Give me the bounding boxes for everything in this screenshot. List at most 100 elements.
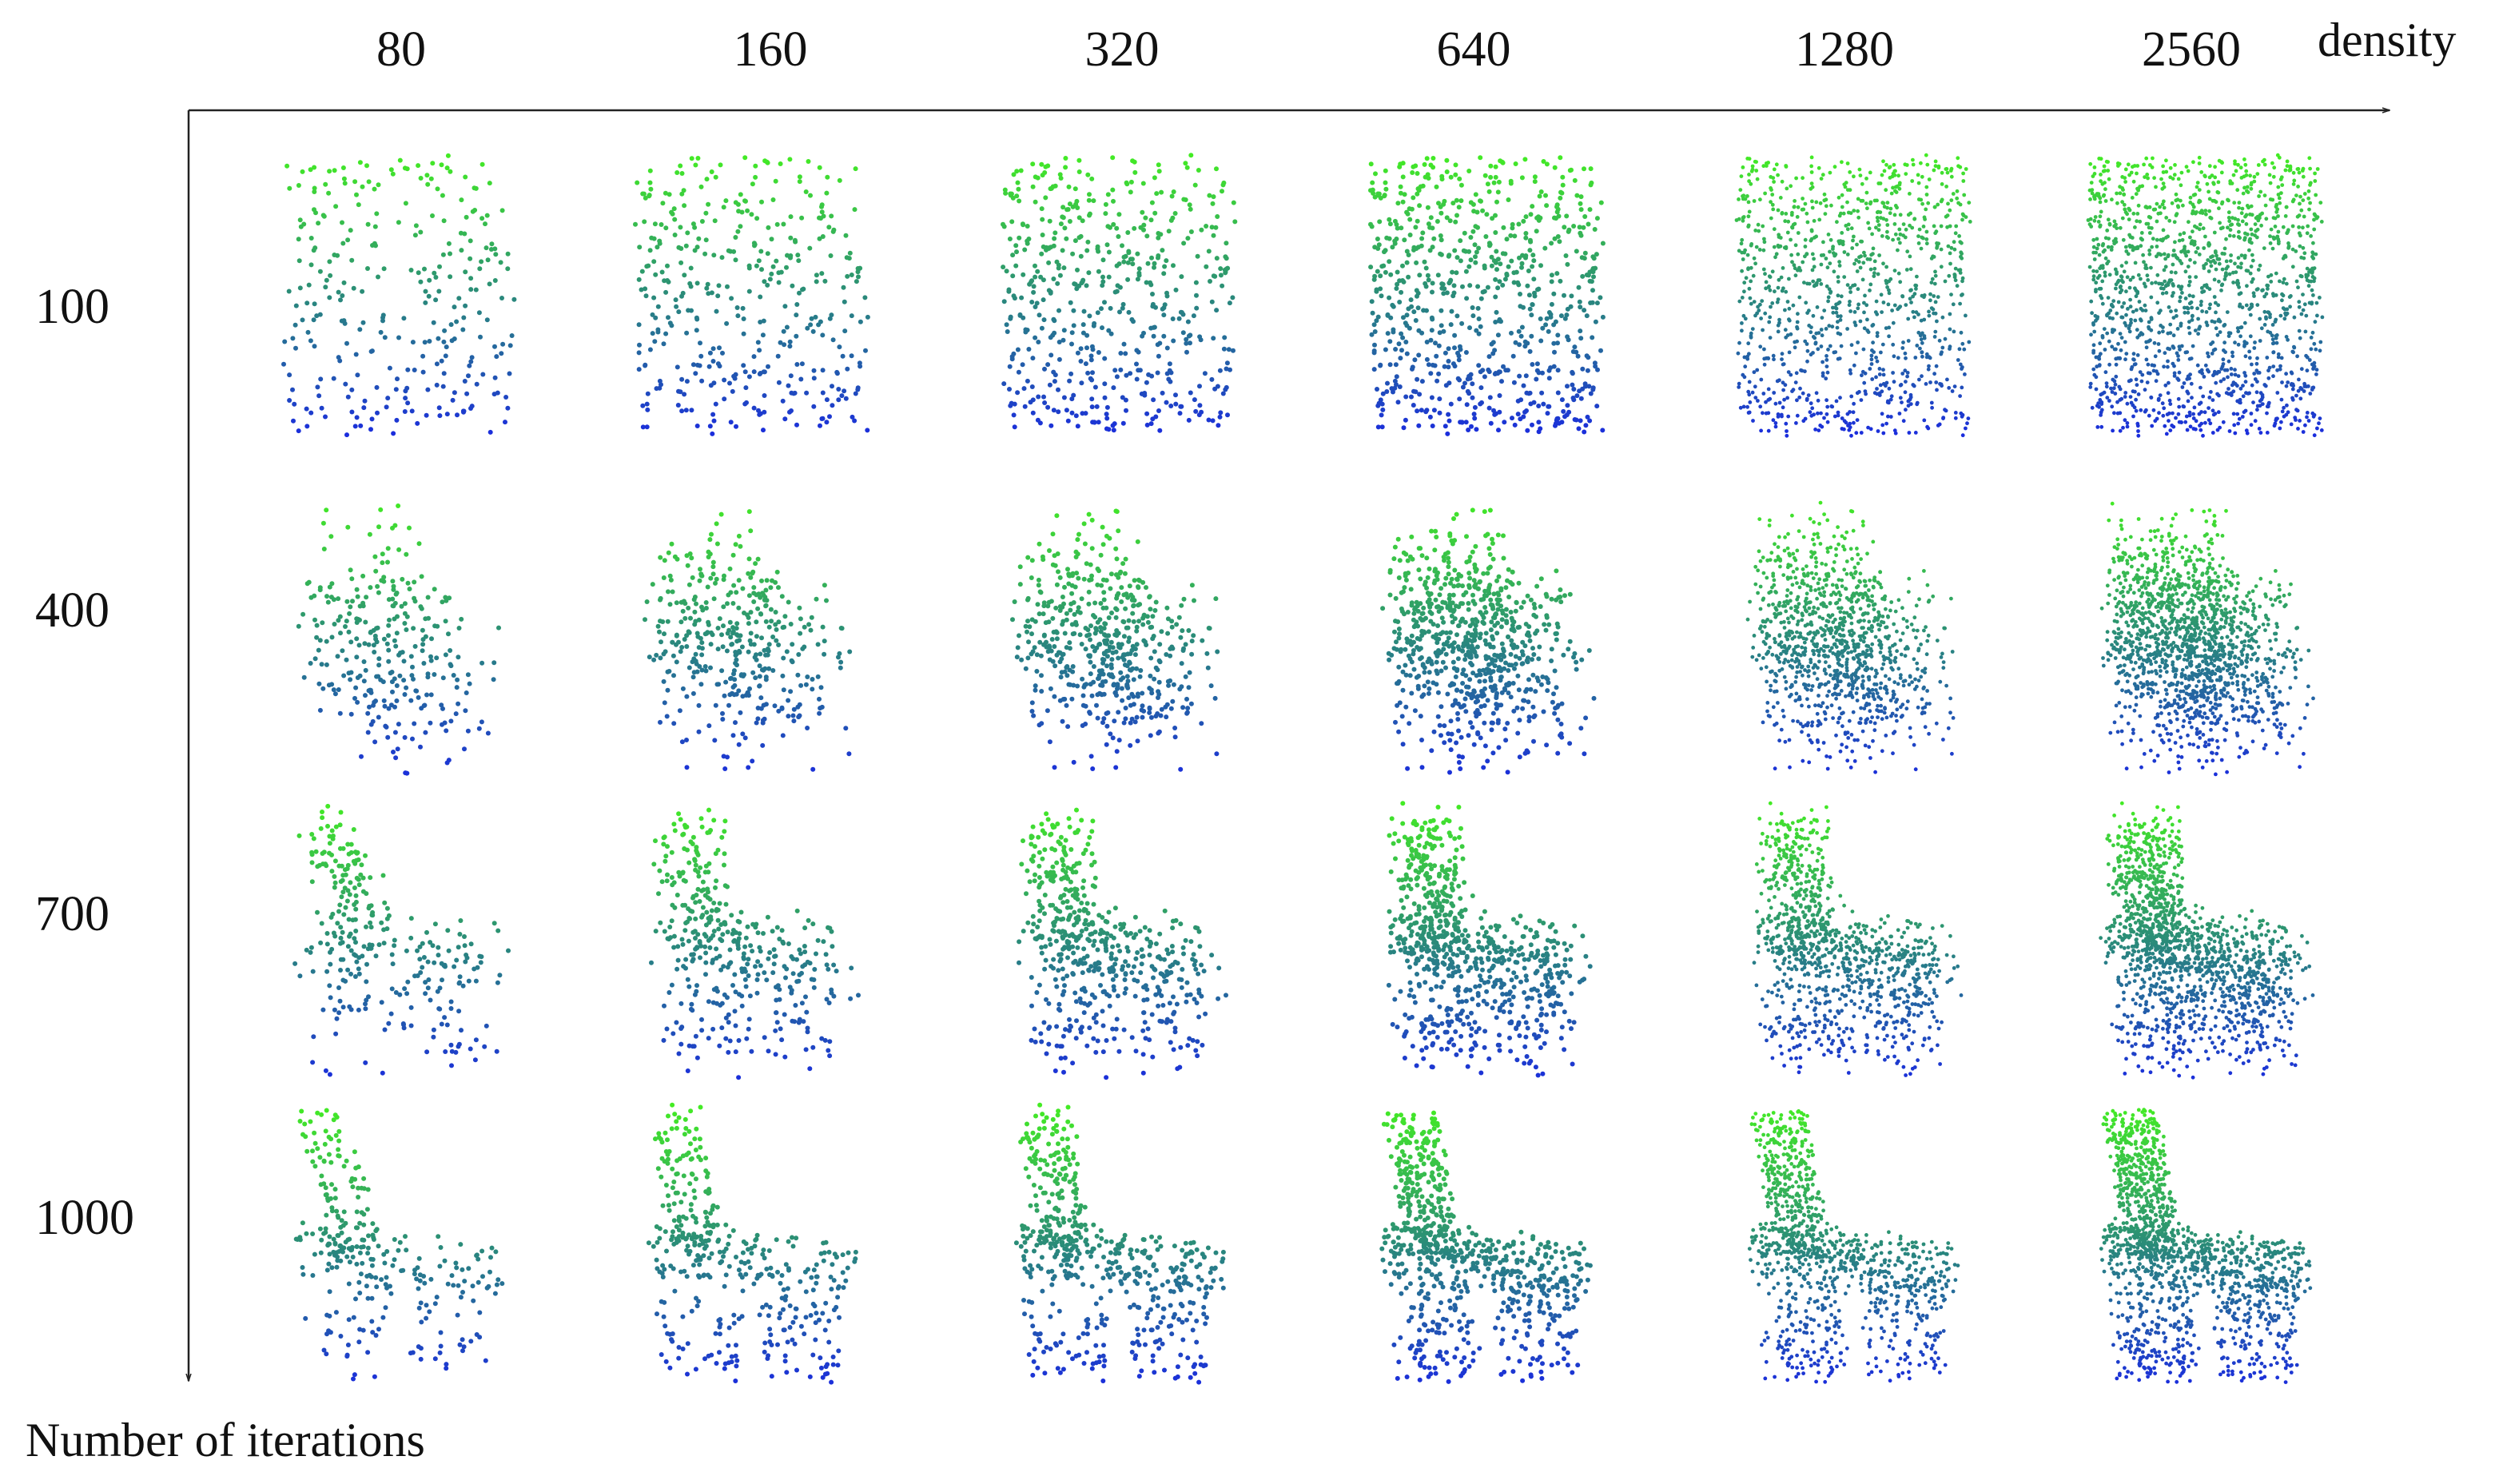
- point: [352, 936, 357, 941]
- point: [454, 1265, 460, 1271]
- point: [1183, 1275, 1188, 1280]
- point: [815, 642, 821, 647]
- point: [1073, 1036, 1079, 1041]
- point: [1176, 316, 1182, 321]
- point: [695, 932, 701, 937]
- point: [388, 702, 394, 708]
- point: [1172, 1243, 1177, 1249]
- point: [468, 287, 474, 292]
- point: [1148, 1254, 1153, 1259]
- point: [323, 1230, 328, 1235]
- point: [341, 1209, 347, 1215]
- point: [1160, 1315, 1166, 1320]
- point: [323, 1068, 328, 1073]
- point: [784, 966, 790, 972]
- point: [736, 1316, 742, 1322]
- point: [797, 972, 802, 977]
- point: [690, 1263, 696, 1268]
- point: [767, 277, 773, 282]
- point: [1042, 911, 1047, 917]
- point: [846, 751, 852, 757]
- point: [1128, 1304, 1133, 1310]
- point: [373, 1275, 379, 1280]
- point: [415, 420, 420, 426]
- point: [427, 1309, 432, 1315]
- point: [715, 847, 721, 853]
- point: [749, 1048, 754, 1054]
- point: [698, 943, 703, 949]
- point: [1056, 968, 1061, 973]
- point: [383, 1282, 388, 1287]
- point: [1045, 362, 1051, 368]
- point: [1189, 583, 1195, 588]
- point: [1050, 1276, 1056, 1282]
- point: [1026, 639, 1031, 645]
- point: [336, 1215, 341, 1220]
- point: [1076, 1209, 1082, 1215]
- point: [760, 1251, 766, 1257]
- point: [1549, 241, 1554, 246]
- point: [491, 921, 497, 926]
- point: [849, 353, 854, 359]
- point: [456, 1009, 462, 1014]
- point: [658, 920, 663, 925]
- point: [390, 603, 396, 609]
- point: [769, 237, 774, 242]
- point: [1213, 225, 1219, 230]
- point: [458, 918, 464, 923]
- point: [1033, 1039, 1038, 1044]
- point: [769, 1374, 774, 1379]
- point: [680, 869, 686, 875]
- point: [693, 371, 698, 376]
- point: [765, 251, 770, 257]
- point: [1048, 1245, 1053, 1251]
- point: [1150, 1297, 1156, 1303]
- point: [713, 580, 718, 586]
- point: [692, 1136, 698, 1142]
- point: [730, 601, 736, 606]
- point: [1126, 639, 1132, 644]
- point: [332, 1196, 338, 1201]
- point: [1089, 931, 1095, 937]
- point: [633, 221, 638, 227]
- point: [788, 622, 794, 627]
- point: [1095, 566, 1100, 571]
- point: [1109, 611, 1114, 615]
- point: [1137, 1271, 1143, 1277]
- point: [305, 329, 311, 335]
- point: [1088, 353, 1094, 359]
- point: [1209, 225, 1215, 230]
- point: [680, 686, 686, 691]
- point: [484, 317, 490, 323]
- point: [1034, 990, 1040, 995]
- point: [412, 233, 418, 238]
- point: [1045, 649, 1051, 654]
- point: [1070, 971, 1076, 976]
- point: [797, 947, 802, 953]
- point: [1110, 1026, 1116, 1032]
- point: [354, 959, 360, 965]
- point: [356, 1007, 361, 1013]
- point: [412, 643, 418, 649]
- point: [336, 1010, 342, 1016]
- point: [372, 633, 378, 639]
- point: [1196, 1275, 1201, 1279]
- point: [756, 591, 762, 597]
- point: [1033, 687, 1038, 693]
- point: [705, 1219, 710, 1225]
- point: [1156, 658, 1162, 663]
- point: [703, 950, 709, 956]
- point: [831, 993, 837, 999]
- point: [1073, 1196, 1079, 1201]
- point: [1068, 1235, 1074, 1241]
- point: [835, 1295, 841, 1300]
- point: [402, 692, 408, 697]
- point: [651, 1243, 656, 1249]
- point: [1184, 165, 1190, 170]
- point: [509, 333, 515, 338]
- point: [1119, 585, 1124, 591]
- point: [666, 1203, 671, 1208]
- point: [1064, 899, 1070, 904]
- point: [647, 654, 652, 660]
- point: [831, 962, 837, 968]
